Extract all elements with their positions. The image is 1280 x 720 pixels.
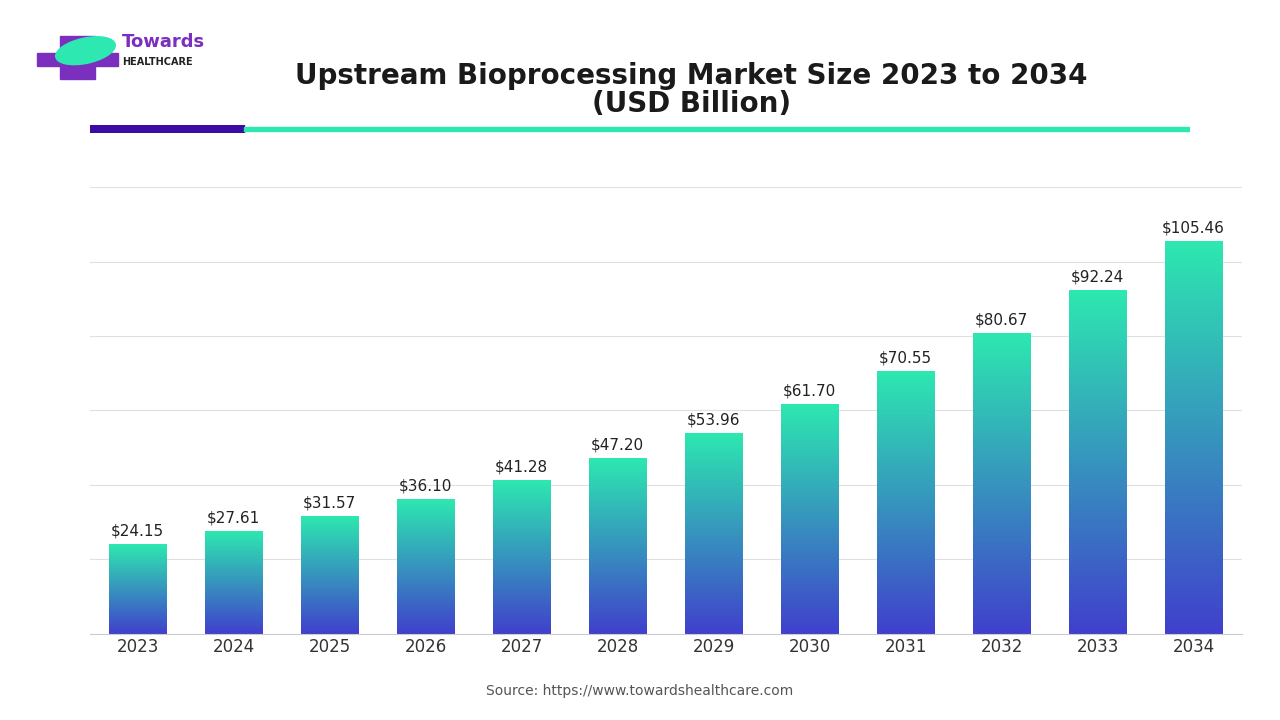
Text: Upstream Bioprocessing Market Size 2023 to 2034: Upstream Bioprocessing Market Size 2023 …: [294, 62, 1088, 89]
Text: $31.57: $31.57: [303, 495, 356, 510]
Text: $105.46: $105.46: [1162, 221, 1225, 235]
Text: $53.96: $53.96: [687, 413, 740, 427]
Bar: [37, 53, 118, 66]
Text: $36.10: $36.10: [399, 479, 452, 494]
Text: $70.55: $70.55: [879, 351, 932, 366]
Bar: [60, 36, 95, 79]
Text: (USD Billion): (USD Billion): [591, 91, 791, 118]
Text: $27.61: $27.61: [207, 510, 260, 526]
Text: Source: https://www.towardshealthcare.com: Source: https://www.towardshealthcare.co…: [486, 684, 794, 698]
Text: $41.28: $41.28: [495, 459, 548, 474]
Text: Towards: Towards: [123, 33, 206, 51]
Text: $80.67: $80.67: [975, 313, 1028, 328]
Ellipse shape: [56, 37, 115, 65]
Text: $47.20: $47.20: [591, 438, 644, 452]
Text: HEALTHCARE: HEALTHCARE: [123, 57, 193, 67]
Bar: [90, 125, 243, 133]
Bar: [243, 127, 1190, 130]
Text: $24.15: $24.15: [111, 523, 164, 538]
Text: $92.24: $92.24: [1071, 270, 1124, 285]
Text: $61.70: $61.70: [783, 384, 836, 398]
